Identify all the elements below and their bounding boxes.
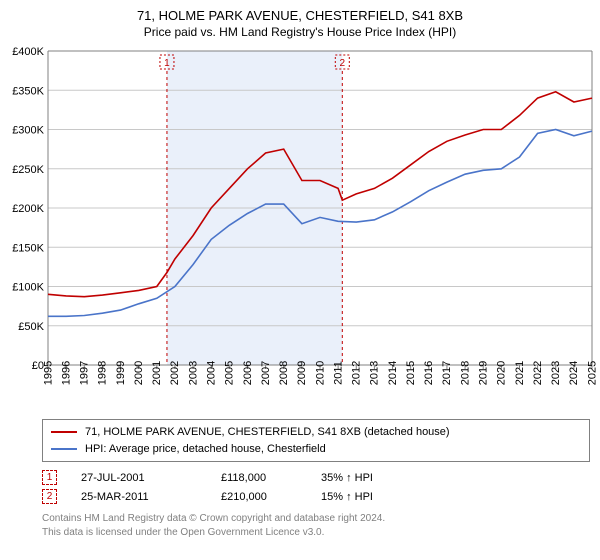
footer-line: This data is licensed under the Open Gov… (42, 526, 590, 540)
svg-text:2024: 2024 (568, 361, 580, 385)
svg-text:2023: 2023 (550, 361, 562, 385)
svg-text:2025: 2025 (586, 361, 598, 385)
legend-swatch (51, 448, 77, 450)
svg-text:1998: 1998 (97, 361, 109, 385)
footer-line: Contains HM Land Registry data © Crown c… (42, 512, 590, 526)
sales-table: 1 27-JUL-2001£118,00035% ↑ HPI 2 25-MAR-201… (42, 468, 590, 506)
legend-item: 71, HOLME PARK AVENUE, CHESTERFIELD, S41… (51, 424, 581, 441)
svg-text:1997: 1997 (79, 361, 91, 385)
price-chart: £0£50K£100K£150K£200K£250K£300K£350K£400… (0, 43, 600, 413)
sale-row: 1 27-JUL-2001£118,00035% ↑ HPI (42, 468, 590, 487)
svg-text:£250K: £250K (12, 164, 44, 176)
svg-text:2002: 2002 (169, 361, 181, 385)
svg-text:2012: 2012 (351, 361, 363, 385)
legend: 71, HOLME PARK AVENUE, CHESTERFIELD, S41… (42, 419, 590, 462)
svg-text:£50K: £50K (18, 321, 44, 333)
svg-text:2011: 2011 (332, 361, 344, 385)
svg-text:£100K: £100K (12, 282, 44, 294)
sale-price: £118,000 (221, 472, 321, 484)
svg-text:£200K: £200K (12, 203, 44, 215)
svg-text:2006: 2006 (242, 361, 254, 385)
svg-text:2008: 2008 (278, 361, 290, 385)
svg-text:2021: 2021 (514, 361, 526, 385)
svg-text:2005: 2005 (224, 361, 236, 385)
svg-text:1: 1 (164, 58, 170, 69)
sale-diff: 15% ↑ HPI (321, 491, 411, 503)
svg-text:£350K: £350K (12, 85, 44, 97)
sale-marker: 2 (42, 489, 57, 504)
svg-text:2007: 2007 (260, 361, 272, 385)
legend-item: HPI: Average price, detached house, Ches… (51, 441, 581, 458)
svg-text:2: 2 (340, 58, 346, 69)
legend-label: HPI: Average price, detached house, Ches… (85, 441, 326, 458)
svg-text:2003: 2003 (187, 361, 199, 385)
sale-date: 25-MAR-2011 (81, 491, 221, 503)
footer-attribution: Contains HM Land Registry data © Crown c… (42, 512, 590, 539)
svg-text:2013: 2013 (369, 361, 381, 385)
sale-diff: 35% ↑ HPI (321, 472, 411, 484)
page-title: 71, HOLME PARK AVENUE, CHESTERFIELD, S41… (0, 8, 600, 23)
page-subtitle: Price paid vs. HM Land Registry's House … (0, 25, 600, 39)
svg-text:2020: 2020 (496, 361, 508, 385)
sale-price: £210,000 (221, 491, 321, 503)
sale-marker: 1 (42, 470, 57, 485)
svg-text:2004: 2004 (205, 361, 217, 385)
legend-label: 71, HOLME PARK AVENUE, CHESTERFIELD, S41… (85, 424, 450, 441)
svg-text:2014: 2014 (387, 361, 399, 385)
sale-date: 27-JUL-2001 (81, 472, 221, 484)
svg-text:£150K: £150K (12, 242, 44, 254)
svg-text:1999: 1999 (115, 361, 127, 385)
svg-text:£300K: £300K (12, 125, 44, 137)
svg-text:2018: 2018 (459, 361, 471, 385)
svg-text:2017: 2017 (441, 361, 453, 385)
svg-text:2015: 2015 (405, 361, 417, 385)
svg-text:1996: 1996 (60, 361, 72, 385)
svg-text:2016: 2016 (423, 361, 435, 385)
sale-row: 2 25-MAR-2011£210,00015% ↑ HPI (42, 487, 590, 506)
svg-text:2001: 2001 (151, 361, 163, 385)
svg-text:2022: 2022 (532, 361, 544, 385)
legend-swatch (51, 431, 77, 433)
svg-text:2009: 2009 (296, 361, 308, 385)
svg-text:2000: 2000 (133, 361, 145, 385)
svg-text:2019: 2019 (478, 361, 490, 385)
svg-text:2010: 2010 (314, 361, 326, 385)
svg-text:1995: 1995 (42, 361, 54, 385)
svg-text:£400K: £400K (12, 46, 44, 58)
